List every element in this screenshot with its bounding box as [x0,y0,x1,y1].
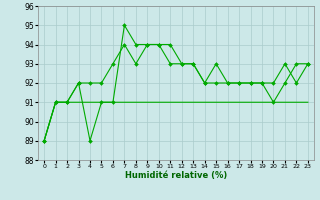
X-axis label: Humidité relative (%): Humidité relative (%) [125,171,227,180]
